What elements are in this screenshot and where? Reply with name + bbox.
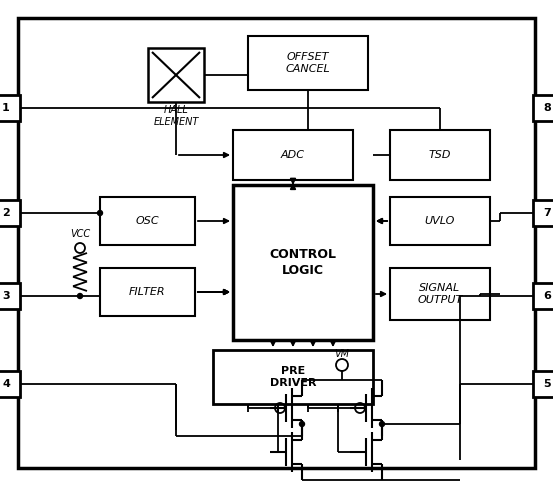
Text: 2: 2: [2, 208, 10, 218]
Text: PRE
DRIVER: PRE DRIVER: [270, 366, 316, 388]
Text: 6: 6: [543, 291, 551, 301]
Bar: [533, 283, 553, 309]
Text: 5: 5: [543, 379, 551, 389]
Text: 4: 4: [2, 379, 10, 389]
Bar: [0, 283, 20, 309]
Bar: [0, 371, 20, 397]
Text: OSC: OSC: [135, 216, 159, 226]
Text: CONTROL
LOGIC: CONTROL LOGIC: [269, 248, 336, 276]
Text: UVLO: UVLO: [425, 216, 455, 226]
Text: TSD: TSD: [429, 150, 451, 160]
Bar: [233, 185, 373, 340]
Bar: [248, 36, 368, 90]
Text: 1: 1: [2, 103, 10, 113]
Text: 8: 8: [543, 103, 551, 113]
Bar: [0, 95, 20, 121]
Bar: [390, 130, 490, 180]
Text: FILTER: FILTER: [129, 287, 166, 297]
Bar: [533, 371, 553, 397]
Circle shape: [77, 293, 82, 299]
Text: SIGNAL
OUTPUT: SIGNAL OUTPUT: [418, 283, 463, 305]
Text: VCC: VCC: [70, 229, 90, 239]
Bar: [533, 95, 553, 121]
Circle shape: [300, 422, 305, 426]
Circle shape: [97, 211, 102, 215]
Bar: [213, 350, 373, 404]
Text: ADC: ADC: [281, 150, 305, 160]
Bar: [233, 130, 353, 180]
Bar: [533, 200, 553, 226]
Bar: [390, 197, 490, 245]
Bar: [148, 48, 204, 102]
Text: 7: 7: [543, 208, 551, 218]
Text: VM: VM: [335, 349, 349, 359]
Text: 3: 3: [2, 291, 10, 301]
Text: OFFSET
CANCEL: OFFSET CANCEL: [286, 52, 330, 74]
Bar: [0, 200, 20, 226]
Bar: [100, 197, 195, 245]
Bar: [390, 268, 490, 320]
Text: HALL
ELEMENT: HALL ELEMENT: [153, 105, 199, 127]
Circle shape: [379, 422, 384, 426]
Bar: [100, 268, 195, 316]
